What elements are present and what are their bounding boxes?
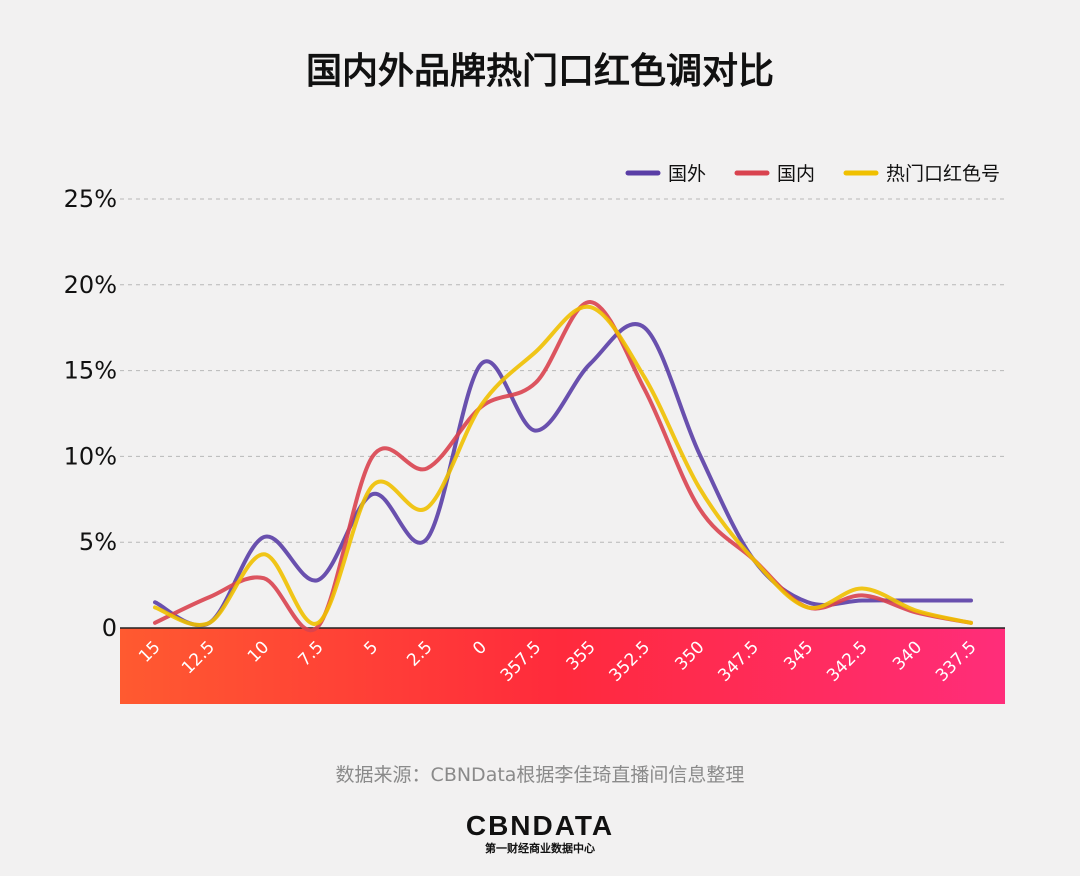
- y-tick-label: 15%: [64, 357, 117, 385]
- series-line: [153, 299, 973, 632]
- series-line: [153, 322, 973, 628]
- y-tick-label: 0: [102, 614, 117, 642]
- chart-title: 国内外品牌热门口红色调对比: [305, 51, 774, 92]
- y-tick-label: 10%: [64, 442, 117, 470]
- y-tick-label: 5%: [79, 528, 117, 556]
- series-line: [153, 304, 973, 627]
- logo-subtitle: 第一财经商业数据中心: [485, 842, 595, 855]
- y-tick-label: 25%: [64, 185, 117, 213]
- line-chart: 05%10%15%20%25% 15 12.5 10 7.5 5 2.5 0 357.5 355…: [64, 163, 1005, 704]
- y-tick-label: 20%: [64, 271, 117, 299]
- logo-name: CBNDATA: [465, 810, 615, 841]
- legend-label: 国外: [668, 163, 706, 185]
- data-source: 数据来源：CBNData根据李佳琦直播间信息整理: [335, 764, 745, 786]
- legend-label: 国内: [777, 163, 815, 185]
- logo: CBNDATA 第一财经商业数据中心: [0, 810, 1080, 856]
- x-axis-color-band: [120, 628, 1005, 704]
- legend-label: 热门口红色号: [886, 163, 1000, 185]
